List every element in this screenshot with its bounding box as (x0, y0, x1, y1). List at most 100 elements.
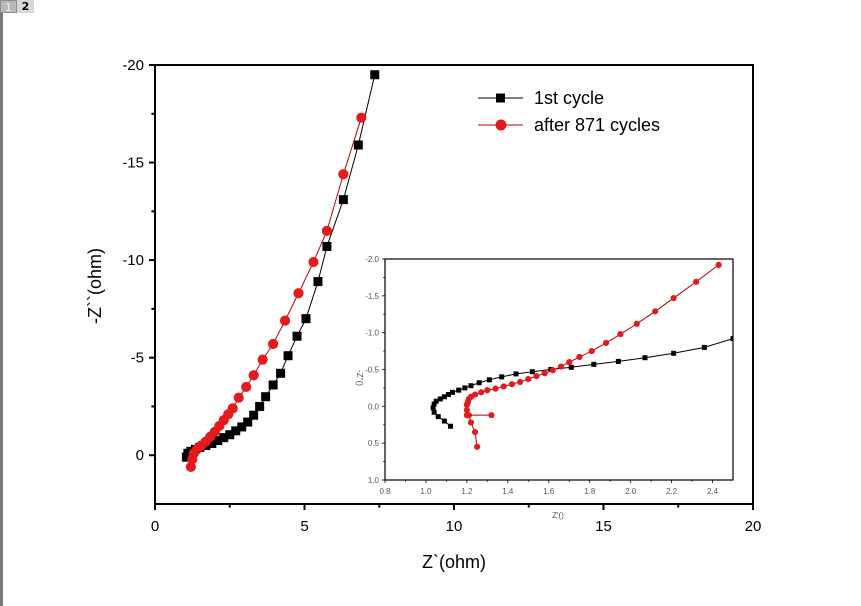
x-tick-label: 15 (595, 518, 612, 535)
data-point-circle (471, 429, 479, 436)
data-point-square (431, 409, 437, 415)
x-tick-label: 2.2 (666, 487, 678, 496)
x-tick-label: 5 (300, 518, 308, 535)
data-point-square (292, 331, 302, 341)
data-point-square (301, 314, 311, 324)
y-tick-label: 0 (136, 447, 144, 464)
x-tick-label: 1.8 (584, 487, 596, 496)
data-point-square (283, 351, 293, 361)
sheet-tabs: 1 2 (0, 0, 34, 14)
main-series (181, 70, 380, 473)
data-point-square (529, 369, 535, 375)
data-point-square (441, 394, 447, 400)
data-point-circle (670, 294, 677, 302)
data-point-square (615, 358, 621, 364)
data-point-square (276, 368, 286, 378)
inset-plot-frame (384, 258, 734, 481)
y-tick-label: -1.0 (365, 329, 379, 338)
data-point-square (437, 396, 443, 402)
data-point-circle (576, 353, 583, 361)
data-point-square (213, 436, 223, 446)
data-point-square (450, 389, 456, 395)
x-tick-label: 1.6 (543, 487, 555, 496)
data-point-square (433, 398, 439, 404)
main-y-axis: -20 -15 -10 -5 0 (122, 57, 155, 464)
data-point-square (268, 380, 278, 390)
data-point-circle (467, 419, 475, 426)
data-point-square (441, 418, 447, 424)
data-point-circle (268, 338, 279, 350)
legend: 1st cycle after 871 cycles (478, 88, 660, 135)
data-point-circle (321, 225, 333, 236)
data-point-square (353, 140, 363, 150)
data-point-square (468, 383, 474, 389)
y-tick-label: -0.5 (365, 366, 379, 375)
data-point-square (730, 336, 733, 342)
main-y-axis-title: -Z``(ohm) (85, 248, 105, 324)
data-point-square (701, 344, 707, 350)
data-point-circle (474, 443, 481, 450)
y-tick-label: -1.5 (365, 292, 379, 301)
data-point-circle (508, 381, 516, 388)
inset-y-axis: -2.0 -1.5 -1.0 -0.5 0.0 0.5 1.0 (365, 255, 385, 485)
data-point-circle (233, 392, 244, 403)
data-point-circle (293, 288, 304, 299)
y-tick-label: -10 (122, 252, 144, 269)
data-point-square (249, 410, 259, 420)
data-point-square (255, 401, 265, 411)
legend-marker-circle (495, 119, 507, 131)
data-point-square (430, 405, 436, 411)
data-point-circle (566, 359, 573, 366)
data-point-circle (715, 261, 722, 268)
data-point-circle (588, 347, 595, 355)
data-point-square (476, 380, 482, 386)
data-point-circle (602, 339, 610, 347)
tab-2[interactable]: 2 (17, 0, 34, 13)
inset-y-axis-title: -Z''() (355, 370, 364, 386)
data-point-square (445, 392, 451, 398)
data-point-circle (693, 278, 700, 285)
window-left-border (0, 13, 3, 606)
data-point-square (237, 422, 247, 432)
y-tick-label: -15 (122, 155, 144, 172)
main-x-axis-title: Z`(ohm) (422, 552, 486, 572)
data-point-circle (185, 461, 196, 473)
data-point-square (591, 361, 597, 367)
data-point-circle (533, 373, 540, 380)
series-line (185, 74, 376, 458)
data-point-square (462, 385, 468, 391)
data-point-square (370, 70, 380, 80)
data-point-circle (557, 363, 565, 370)
data-point-circle (500, 383, 507, 390)
data-point-square (225, 430, 235, 440)
inset-x-axis-title: Z'() (552, 511, 564, 520)
y-tick-label: 1.0 (368, 476, 380, 485)
data-point-square (338, 195, 348, 205)
data-point-circle (541, 370, 548, 377)
data-point-circle (257, 354, 268, 365)
data-point-square (219, 433, 229, 443)
y-tick-label: -5 (131, 350, 144, 367)
legend-label-after-871-cycles: after 871 cycles (534, 115, 660, 135)
y-tick-label: -2.0 (365, 255, 379, 264)
data-point-circle (241, 381, 252, 393)
data-point-circle (463, 412, 470, 419)
data-point-square (499, 374, 505, 380)
data-point-square (456, 387, 462, 393)
data-point-square (448, 423, 454, 429)
main-x-axis: 0 5 10 15 20 (151, 504, 761, 535)
data-point-square (207, 439, 217, 449)
data-point-square (486, 377, 492, 383)
data-point-circle (338, 169, 349, 180)
tab-1[interactable]: 1 (0, 0, 17, 14)
data-point-circle (652, 308, 659, 315)
data-point-circle (356, 112, 367, 123)
x-tick-label: 1.2 (461, 487, 473, 496)
x-tick-label: 2.4 (707, 487, 719, 496)
data-point-circle (308, 256, 319, 268)
data-point-circle (488, 412, 495, 419)
inset-x-axis: 0.8 1.0 1.2 1.4 1.6 1.8 2.0 2.2 2.4 (379, 480, 719, 496)
legend-marker-square (496, 93, 505, 103)
data-point-square (435, 414, 441, 420)
data-point-circle (471, 391, 479, 398)
